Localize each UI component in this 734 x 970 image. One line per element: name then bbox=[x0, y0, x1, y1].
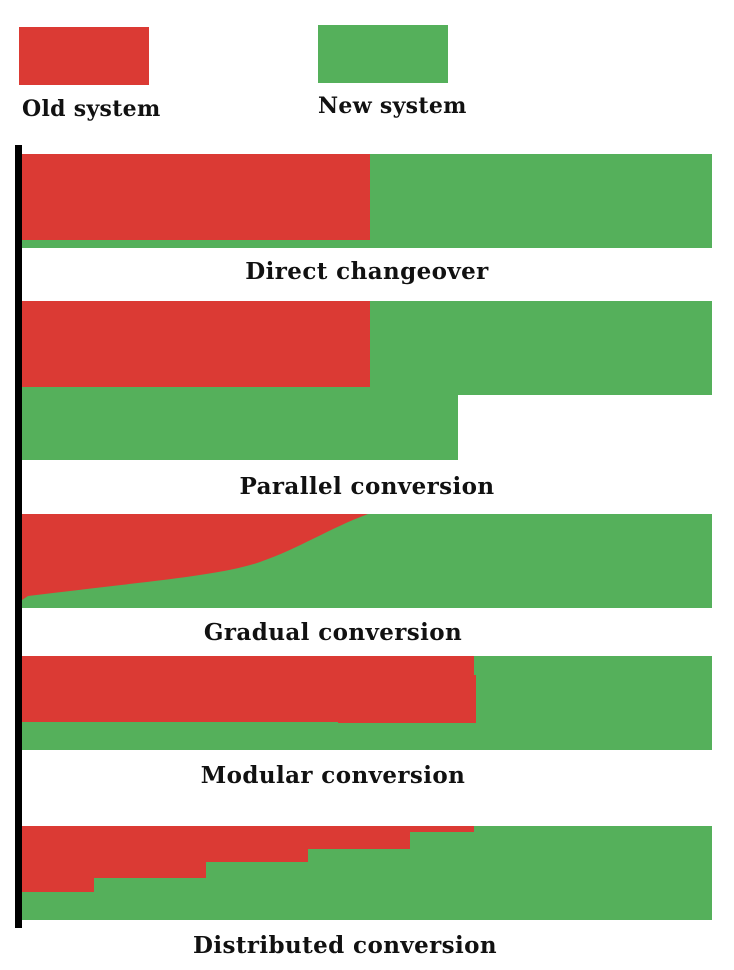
distributed-conversion-diagram bbox=[22, 826, 712, 920]
method-label-gradual: Gradual conversion bbox=[203, 619, 463, 646]
modular-conversion-diagram bbox=[22, 656, 712, 750]
distributed-old-system-step-5 bbox=[22, 826, 94, 892]
gradual-conversion-diagram bbox=[22, 514, 712, 608]
direct-changeover-diagram bbox=[22, 154, 712, 248]
method-label-modular: Modular conversion bbox=[200, 762, 466, 789]
parallel-new-system-bottom-bar bbox=[22, 387, 458, 460]
legend-swatch-new-system bbox=[318, 25, 448, 83]
method-label-parallel: Parallel conversion bbox=[239, 473, 495, 500]
time-axis-line bbox=[15, 145, 22, 928]
legend-label-old-system: Old system bbox=[22, 96, 161, 122]
method-label-distributed: Distributed conversion bbox=[193, 932, 497, 959]
method-label-direct: Direct changeover bbox=[245, 258, 489, 285]
gradual-old-system-wedge bbox=[22, 514, 368, 600]
parallel-conversion-diagram bbox=[22, 301, 712, 460]
direct-old-system-bar bbox=[22, 154, 370, 240]
modular-old-system-notch bbox=[338, 675, 476, 723]
legend-swatch-old-system bbox=[19, 27, 149, 85]
parallel-old-system-bar bbox=[22, 301, 370, 387]
parallel-new-system-top-bar bbox=[370, 301, 712, 395]
legend-label-new-system: New system bbox=[318, 93, 467, 119]
